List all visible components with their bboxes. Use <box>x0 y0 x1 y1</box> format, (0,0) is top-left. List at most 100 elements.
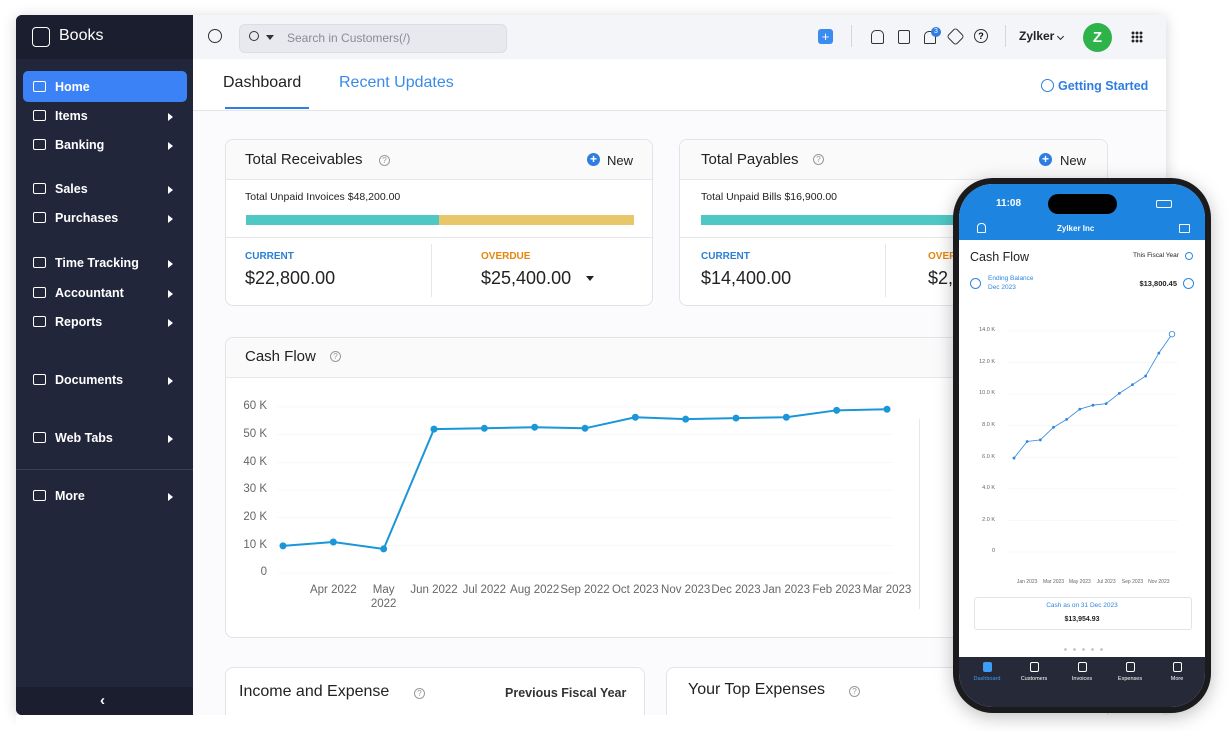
x-tick-label: Dec 2023 <box>711 584 761 596</box>
card-header <box>226 140 652 180</box>
x-tick-label: Sep 2023 <box>1121 579 1144 585</box>
quick-create[interactable]: + <box>818 29 833 44</box>
nav-item[interactable]: More <box>55 489 85 503</box>
nav-item[interactable]: Items <box>55 109 88 123</box>
card-title: Income and Expense <box>239 683 390 700</box>
phone-period[interactable]: This Fiscal Year <box>1133 252 1179 259</box>
nav-icon <box>33 183 46 194</box>
x-tick-label: Oct 2023 <box>611 584 659 596</box>
ending-balance-label: Ending Balance <box>988 275 1034 282</box>
y-tick-label: 12.0 K <box>979 358 995 365</box>
nav-icon <box>33 316 46 327</box>
x-tick-label: Apr 2022 <box>309 584 357 596</box>
x-tick-label: May 2023 <box>1068 579 1091 585</box>
nav-item[interactable]: Banking <box>55 138 105 152</box>
current-amount: $14,400.00 <box>701 268 792 288</box>
nav-item[interactable]: Purchases <box>55 211 119 225</box>
point <box>1078 407 1082 411</box>
point <box>732 414 740 422</box>
search-placeholder: Search in Customers(/) <box>287 31 411 45</box>
x-tick-label: Feb 2023 <box>812 584 861 596</box>
next-arrow[interactable] <box>1183 278 1194 289</box>
phone-cash-flow-chart: 0 2.0 K 4.0 K 6.0 K 8.0 K 10.0 K 12.0 K 14.0 K J… <box>953 178 1211 713</box>
plot <box>1008 330 1178 553</box>
card-title: Total Receivables <box>245 151 363 168</box>
new-button[interactable]: New <box>607 153 634 168</box>
nav-divider <box>16 469 193 470</box>
phone-organization[interactable]: Zylker Inc <box>1057 224 1095 233</box>
organization-name[interactable]: Zylker <box>1019 29 1055 43</box>
card-title: Total Payables <box>701 151 799 168</box>
help-icon[interactable]: ? <box>974 29 988 43</box>
current-bar <box>701 215 1030 225</box>
point <box>480 424 488 432</box>
nav-item[interactable]: Accountant <box>55 286 124 300</box>
nav-item[interactable]: Sales <box>55 182 88 196</box>
nav-highlight <box>23 71 187 102</box>
y-tick-label: 14.0 K <box>979 327 995 334</box>
y-tick-label: 20 K <box>243 510 267 523</box>
phone-tab[interactable]: More <box>1170 676 1184 682</box>
sidebar-collapse[interactable]: ‹ <box>16 687 193 715</box>
point <box>430 425 438 433</box>
notifications-icon[interactable] <box>924 31 936 44</box>
nav-arrow <box>168 186 173 194</box>
bell-icon[interactable] <box>977 223 986 233</box>
phone-tab[interactable]: Dashboard <box>973 676 1001 682</box>
tab-underline <box>225 107 309 109</box>
help-icon[interactable]: ? <box>414 688 425 699</box>
overdue-caret[interactable] <box>586 276 594 281</box>
tab-icon <box>1030 662 1039 672</box>
folder-icon[interactable] <box>1179 224 1190 233</box>
recent-icon[interactable] <box>208 29 222 43</box>
y-tick-label: 40 K <box>243 455 267 468</box>
nav-item[interactable]: Reports <box>55 315 103 329</box>
nav-icon <box>33 490 46 501</box>
battery <box>1156 200 1172 208</box>
ending-balance-month: Dec 2023 <box>988 284 1016 291</box>
nav-item[interactable]: Home <box>55 80 90 94</box>
period-selector[interactable]: Previous Fiscal Year <box>505 686 627 700</box>
nav-icon <box>33 257 46 268</box>
help-icon[interactable]: ? <box>379 155 390 166</box>
phone-tab[interactable]: Invoices <box>1071 676 1093 682</box>
nav-icon <box>33 110 46 121</box>
new-icon: + <box>1039 153 1052 166</box>
tasks-icon[interactable] <box>898 30 910 44</box>
prev-arrow[interactable] <box>970 278 981 289</box>
tab-icon <box>1173 662 1182 672</box>
point <box>279 542 287 550</box>
x-tick-label: Jan 2023 <box>762 584 810 596</box>
nav-arrow <box>168 215 173 223</box>
nav-item[interactable]: Documents <box>55 373 124 387</box>
avatar[interactable]: Z <box>1083 23 1112 52</box>
search-box[interactable] <box>239 24 507 53</box>
new-button[interactable]: New <box>1060 153 1087 168</box>
x-tick-label: Sep 2022 <box>560 584 610 596</box>
users-icon[interactable] <box>871 30 884 44</box>
phone-time: 11:08 <box>996 198 1022 209</box>
help-icon[interactable]: ? <box>849 686 860 697</box>
card-divider <box>431 244 432 297</box>
tab[interactable]: Dashboard <box>223 74 302 91</box>
nav-icon <box>33 81 46 92</box>
getting-started-link[interactable]: Getting Started <box>1058 79 1149 93</box>
y-tick-label: 8.0 K <box>982 421 995 428</box>
tab[interactable]: Recent Updates <box>339 74 454 91</box>
phone-tab[interactable]: Expenses <box>1117 676 1143 682</box>
overdue-label: OVERDUE <box>481 251 531 262</box>
x-tick-label: Aug 2022 <box>510 584 560 596</box>
nav-icon <box>33 374 46 385</box>
receivables-card <box>225 139 653 306</box>
point <box>581 424 589 432</box>
help-icon[interactable]: ? <box>813 154 824 165</box>
point <box>329 538 337 546</box>
apps-icon[interactable] <box>1131 31 1143 43</box>
nav-item[interactable]: Time Tracking <box>55 256 139 270</box>
x-tick-label: Nov 2023 <box>661 584 711 596</box>
point <box>1117 391 1121 395</box>
phone-tab[interactable]: Customers <box>1020 676 1048 682</box>
help-icon[interactable]: ? <box>330 351 341 362</box>
nav-item[interactable]: Web Tabs <box>55 431 113 445</box>
